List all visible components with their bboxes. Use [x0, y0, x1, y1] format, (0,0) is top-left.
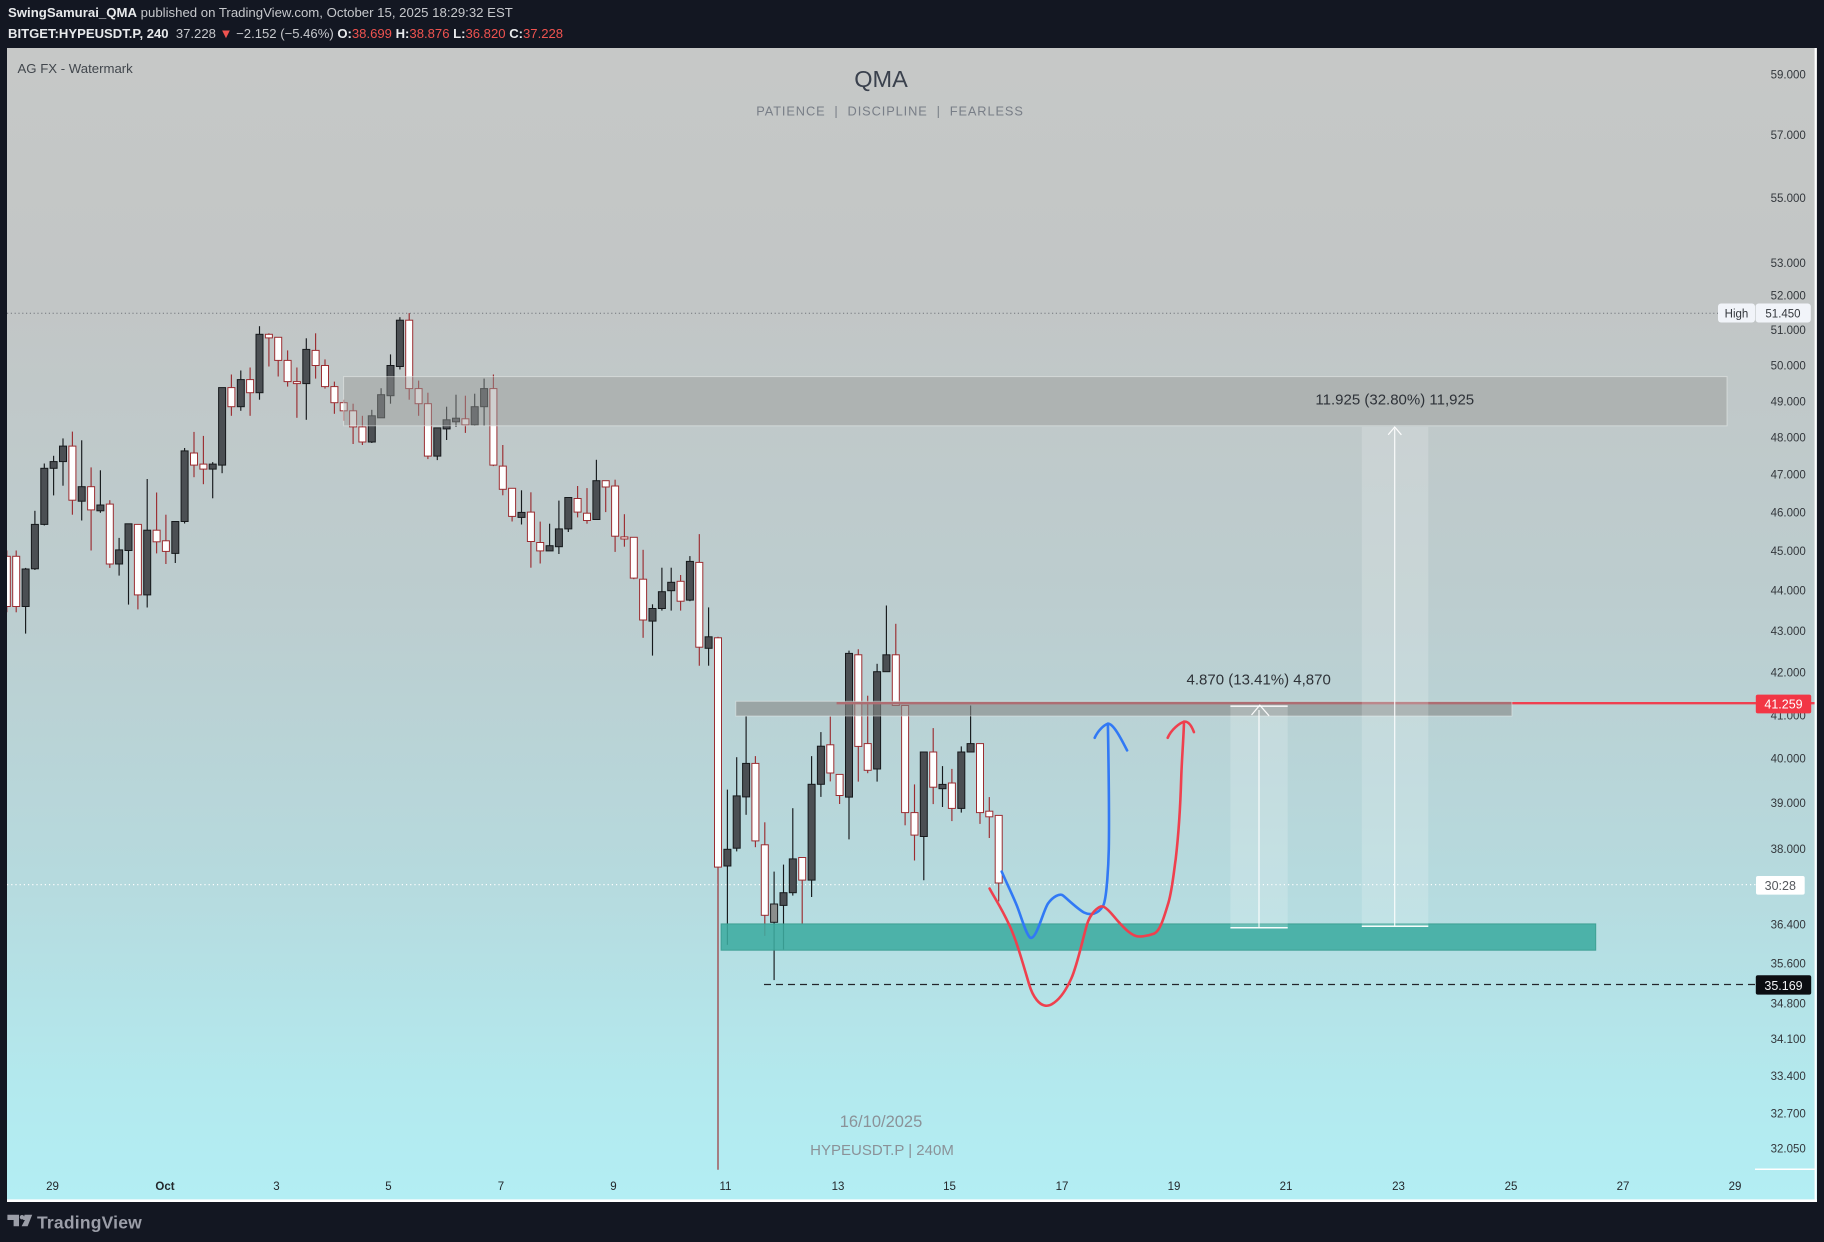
svg-text:52.000: 52.000 [1771, 291, 1806, 303]
svg-text:47.000: 47.000 [1771, 470, 1806, 482]
svg-text:43.000: 43.000 [1771, 626, 1806, 638]
svg-text:27: 27 [1617, 1181, 1630, 1193]
svg-text:5: 5 [385, 1181, 391, 1193]
svg-text:13: 13 [832, 1181, 845, 1193]
svg-text:49.000: 49.000 [1771, 396, 1806, 408]
svg-text:High: High [1725, 309, 1749, 321]
svg-text:PATIENCE | DISCIPLINE | FE: PATIENCE | DISCIPLINE | FEARLESS [756, 103, 1024, 118]
svg-text:57.000: 57.000 [1771, 130, 1806, 142]
svg-text:TradingView: TradingView [37, 1213, 142, 1233]
svg-text:19: 19 [1168, 1181, 1181, 1193]
svg-text:23: 23 [1392, 1181, 1405, 1193]
svg-text:40.000: 40.000 [1771, 753, 1806, 765]
svg-text:30:28: 30:28 [1765, 879, 1796, 893]
svg-text:51.000: 51.000 [1771, 325, 1806, 337]
svg-text:39.000: 39.000 [1771, 798, 1806, 810]
svg-text:16/10/2025: 16/10/2025 [840, 1113, 923, 1131]
svg-text:50.000: 50.000 [1771, 360, 1806, 372]
svg-text:41.000: 41.000 [1771, 711, 1806, 723]
svg-text:AG FX - Watermark: AG FX - Watermark [18, 61, 134, 76]
svg-text:35.600: 35.600 [1771, 959, 1806, 971]
svg-text:45.000: 45.000 [1771, 546, 1806, 558]
svg-text:38.000: 38.000 [1771, 844, 1806, 856]
svg-text:HYPEUSDT.P | 240M: HYPEUSDT.P | 240M [810, 1142, 954, 1159]
svg-text:32.050: 32.050 [1771, 1144, 1806, 1156]
svg-text:44.000: 44.000 [1771, 586, 1806, 598]
svg-text:35.169: 35.169 [1764, 979, 1802, 993]
svg-text:7: 7 [498, 1181, 504, 1193]
svg-text:9: 9 [610, 1181, 616, 1193]
svg-text:Oct: Oct [155, 1181, 174, 1193]
svg-text:46.000: 46.000 [1771, 508, 1806, 520]
svg-text:48.000: 48.000 [1771, 433, 1806, 445]
svg-text:3: 3 [273, 1181, 279, 1193]
svg-text:17: 17 [1056, 1181, 1069, 1193]
svg-text:29: 29 [46, 1181, 59, 1193]
svg-text:QMA: QMA [854, 66, 908, 92]
svg-text:15: 15 [943, 1181, 956, 1193]
svg-text:34.800: 34.800 [1771, 999, 1806, 1011]
svg-text:21: 21 [1280, 1181, 1293, 1193]
svg-text:41.259: 41.259 [1764, 698, 1802, 712]
svg-text:29: 29 [1729, 1181, 1742, 1193]
svg-text:25: 25 [1505, 1181, 1518, 1193]
svg-text:51.450: 51.450 [1765, 309, 1800, 321]
svg-text:36.400: 36.400 [1771, 920, 1806, 932]
svg-text:4.870 (13.41%) 4,870: 4.870 (13.41%) 4,870 [1187, 672, 1331, 689]
svg-text:33.400: 33.400 [1771, 1071, 1806, 1083]
svg-text:55.000: 55.000 [1771, 193, 1806, 205]
svg-text:11.925 (32.80%) 11,925: 11.925 (32.80%) 11,925 [1315, 392, 1474, 409]
svg-text:59.000: 59.000 [1771, 69, 1806, 81]
svg-text:32.700: 32.700 [1771, 1108, 1806, 1120]
svg-text:34.100: 34.100 [1771, 1034, 1806, 1046]
svg-text:53.000: 53.000 [1771, 258, 1806, 270]
svg-text:11: 11 [720, 1181, 732, 1193]
svg-text:42.000: 42.000 [1771, 667, 1806, 679]
